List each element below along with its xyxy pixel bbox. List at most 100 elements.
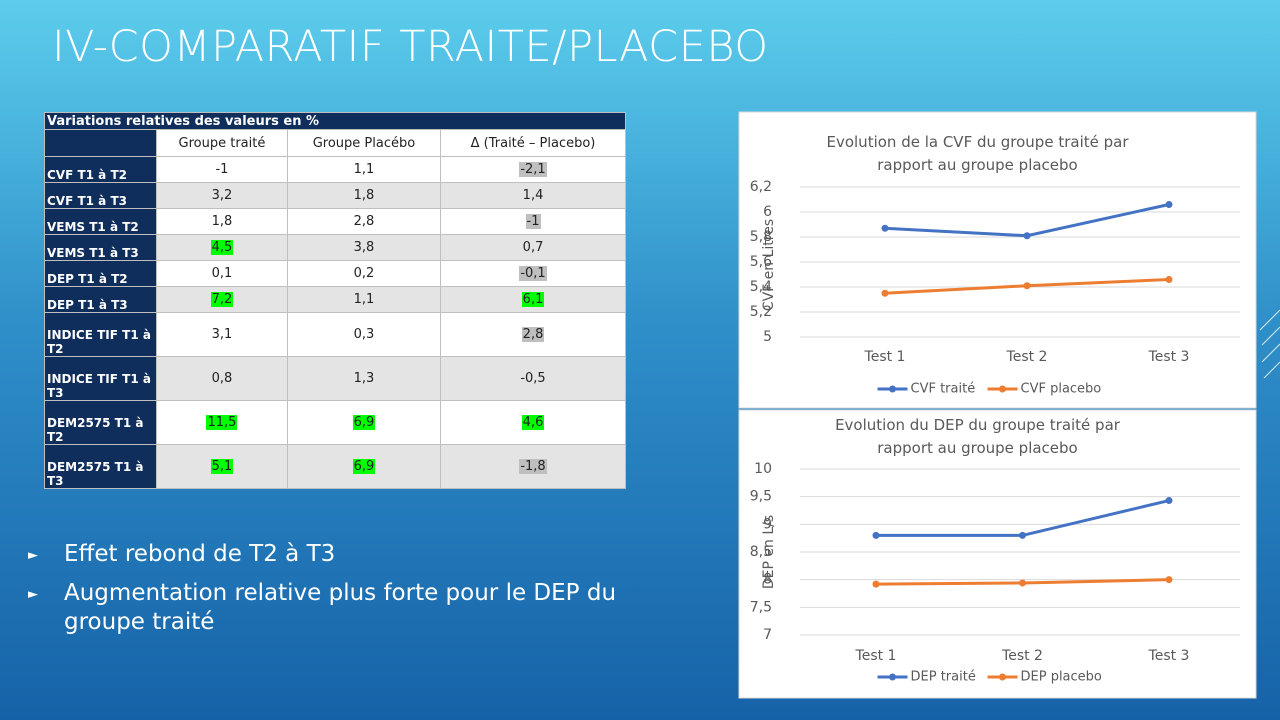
table-cell: 0,1 (156, 260, 288, 287)
table-cell: 6,1 (440, 286, 626, 313)
bullet-arrow: ► (28, 548, 38, 563)
table-row: DEM2575 T1 à T3 5,1 6,9 -1,8 (44, 444, 626, 489)
legend-label: DEP traité (911, 670, 976, 685)
chart-title: Evolution du DEP du groupe traité par rap… (835, 416, 1121, 457)
legend-marker (889, 673, 896, 681)
table-row: INDICE TIF T1 à T3 0,8 1,3 -0,5 (44, 356, 626, 401)
data-point (1019, 579, 1026, 587)
cell-value: 0,8 (211, 371, 233, 386)
table-cell: 3,8 (286, 234, 442, 261)
data-point (1165, 576, 1173, 584)
y-tick-label: 5,4 (750, 279, 772, 295)
row-label: INDICE TIF T1 à T2 (44, 312, 157, 357)
y-tick-label: 7 (763, 627, 772, 643)
legend-label: CVF traité (911, 382, 976, 397)
cell-value: 1,1 (353, 292, 375, 307)
cell-value: -1 (215, 162, 229, 177)
x-tick-label: Test 3 (1148, 349, 1190, 365)
data-table: Variations relatives des valeurs en % Gro… (44, 112, 626, 489)
cell-value: 1,8 (353, 188, 375, 203)
cell-value: 6,9 (352, 415, 376, 430)
cell-value: -0,1 (519, 266, 547, 281)
table-cell: 1,8 (286, 182, 442, 209)
cell-value: 1,3 (353, 371, 375, 386)
table-cell: 2,8 (440, 312, 626, 357)
table-cell: 7,2 (156, 286, 288, 313)
cell-value: 1,1 (353, 162, 375, 177)
table-cell: 1,3 (286, 356, 442, 401)
caption-row: Variations relatives des valeurs en % (44, 112, 626, 130)
row-label: VEMS T1 à T3 (44, 234, 157, 261)
table-cell: 6,9 (286, 400, 442, 445)
legend-marker (999, 673, 1006, 681)
table-cell: -1 (156, 156, 288, 183)
bullet-arrow: ► (28, 587, 38, 602)
table-row: INDICE TIF T1 à T2 3,1 0,3 2,8 (44, 312, 626, 357)
cell-value: 4,6 (521, 415, 545, 430)
bullet-list: ► Effet rebond de T2 à T3 ► Augmentation re… (28, 540, 688, 647)
table-cell: 0,3 (286, 312, 442, 357)
bullet: ► Augmentation relative plus forte pour l… (28, 579, 688, 637)
data-point (1023, 282, 1031, 290)
y-tick-label: 9 (763, 516, 772, 532)
row-label: DEP T1 à T3 (44, 286, 157, 313)
y-tick-label: 10 (754, 461, 772, 477)
bullet: ► Effet rebond de T2 à T3 (28, 540, 688, 569)
legend-label: CVF placebo (1021, 382, 1102, 397)
decoration (1259, 309, 1280, 379)
bullet-text: Effet rebond de T2 à T3 (64, 541, 336, 567)
data-point (1019, 531, 1026, 539)
table-cell: -1,8 (440, 444, 626, 489)
table-row: CVF T1 à T3 3,2 1,8 1,4 (44, 182, 626, 209)
table-cell: 0,2 (286, 260, 442, 287)
table-row: DEM2575 T1 à T2 11,5 6,9 4,6 (44, 400, 626, 445)
chart-title: Evolution de la CVF du groupe traité par… (826, 133, 1129, 174)
table-cell: 0,8 (156, 356, 288, 401)
row-label: DEP T1 à T2 (44, 260, 157, 287)
cell-value: 1,8 (211, 214, 233, 229)
cell-value: 3,2 (211, 188, 233, 203)
y-tick-label: 8,5 (750, 544, 772, 560)
y-tick-label: 8 (763, 572, 772, 588)
table-row: VEMS T1 à T3 4,5 3,8 0,7 (44, 234, 626, 261)
column-header: Δ (Traité – Placebo) (440, 129, 626, 157)
cell-value: 11,5 (206, 415, 238, 430)
cell-value: 1,4 (522, 188, 544, 203)
y-tick-label: 6,2 (750, 179, 772, 195)
cell-value: 5,1 (210, 459, 234, 474)
y-tick-label: 6 (763, 204, 772, 220)
cell-value: -0,5 (520, 371, 546, 386)
row-label: VEMS T1 à T2 (44, 208, 157, 235)
table-caption: Variations relatives des valeurs en % (44, 112, 626, 130)
cell-value: 2,8 (521, 327, 545, 342)
table-cell: 1,1 (286, 286, 442, 313)
y-tick-label: 9,5 (750, 489, 772, 505)
y-tick-label: 5,2 (750, 304, 772, 320)
column-header: Groupe traité (156, 129, 288, 157)
x-tick-label: Test 3 (1148, 648, 1190, 664)
row-label: CVF T1 à T2 (44, 156, 157, 183)
cell-value: 0,2 (353, 266, 375, 281)
y-tick-label: 7,5 (750, 599, 772, 615)
table-cell: -0,5 (440, 356, 626, 401)
slide-title: IV-COMPARATIF TRAITE/PLACEBO (52, 22, 769, 72)
y-tick-label: 5 (763, 329, 772, 345)
cell-value: 3,8 (353, 240, 375, 255)
table-row: VEMS T1 à T2 1,8 2,8 -1 (44, 208, 626, 235)
data-point (1165, 276, 1173, 283)
chart-title-line: rapport au groupe placebo (877, 439, 1077, 457)
chart-panel (738, 409, 1257, 699)
table-cell: 1,4 (440, 182, 626, 209)
data-point (881, 289, 889, 297)
chart-panel (738, 111, 1257, 409)
x-tick-label: Test 1 (855, 648, 897, 664)
cell-value: 0,7 (522, 240, 544, 255)
row-label: INDICE TIF T1 à T3 (44, 356, 157, 401)
data-point (1023, 232, 1031, 240)
table-cell: -2,1 (440, 156, 626, 183)
table-cell: -0,1 (440, 260, 626, 287)
table-cell: 2,8 (286, 208, 442, 235)
cell-value: 0,3 (353, 327, 375, 342)
corner-cell (44, 129, 157, 157)
